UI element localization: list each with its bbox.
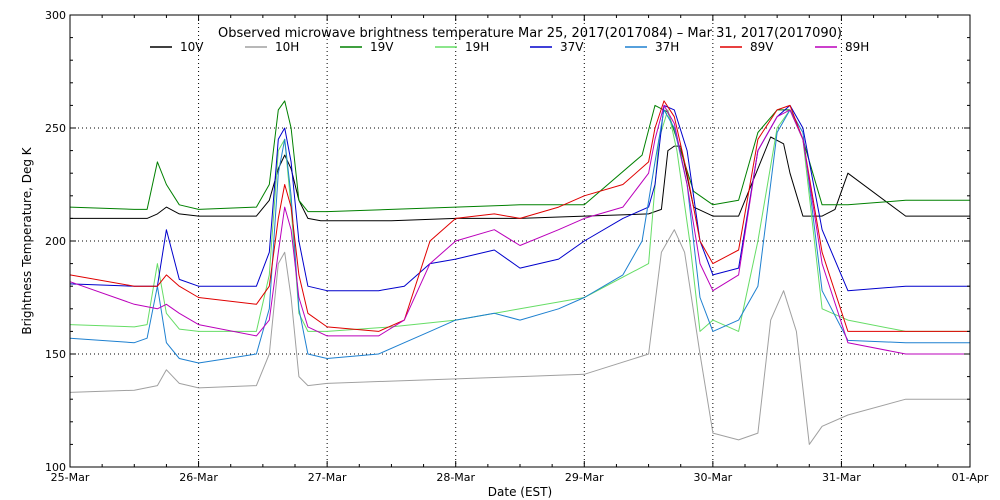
series-line-89v bbox=[69, 100, 970, 332]
x-tick-label: 30-Mar bbox=[693, 471, 732, 484]
y-tick-label: 200 bbox=[45, 235, 66, 248]
y-tick-label: 150 bbox=[45, 348, 66, 361]
series-line-37h bbox=[69, 109, 970, 364]
x-tick-label: 01-Apr bbox=[952, 471, 989, 484]
legend-label-89v: 89V bbox=[750, 40, 774, 54]
y-axis-title: Brightness Temperature, Deg K bbox=[20, 146, 34, 334]
legend-label-37h: 37H bbox=[655, 40, 679, 54]
series-lines bbox=[69, 100, 970, 445]
x-tick-label: 31-Mar bbox=[822, 471, 861, 484]
y-tick-label: 100 bbox=[45, 461, 66, 474]
x-tick-label: 28-Mar bbox=[436, 471, 475, 484]
legend-label-10h: 10H bbox=[275, 40, 299, 54]
x-axis-title: Date (EST) bbox=[488, 485, 552, 499]
y-tick-label: 300 bbox=[45, 9, 66, 22]
legend-label-89h: 89H bbox=[845, 40, 869, 54]
legend-label-19v: 19V bbox=[370, 40, 394, 54]
axes: 25-Mar 26-Mar 27-Mar 28-Mar 29-Mar 30-Mar 31-M… bbox=[45, 9, 989, 484]
legend-label-10v: 10V bbox=[180, 40, 204, 54]
legend-label-37v: 37V bbox=[560, 40, 584, 54]
legend: 10V 10H 19V 19H 37V 37H 89V 89H bbox=[150, 40, 869, 54]
x-tick-label: 25-Mar bbox=[51, 471, 90, 484]
x-tick-label: 26-Mar bbox=[179, 471, 218, 484]
series-line-10h bbox=[69, 229, 970, 445]
series-line-19h bbox=[69, 109, 970, 332]
y-tick-label: 250 bbox=[45, 122, 66, 135]
chart-title: Observed microwave brightness temperatur… bbox=[218, 26, 842, 41]
series-line-10v bbox=[70, 136, 970, 222]
series-line-19v bbox=[69, 100, 970, 213]
x-tick-label: 29-Mar bbox=[565, 471, 604, 484]
x-tick-label: 27-Mar bbox=[308, 471, 347, 484]
series-line-89h bbox=[69, 104, 970, 355]
grid bbox=[70, 15, 970, 467]
legend-label-19h: 19H bbox=[465, 40, 489, 54]
